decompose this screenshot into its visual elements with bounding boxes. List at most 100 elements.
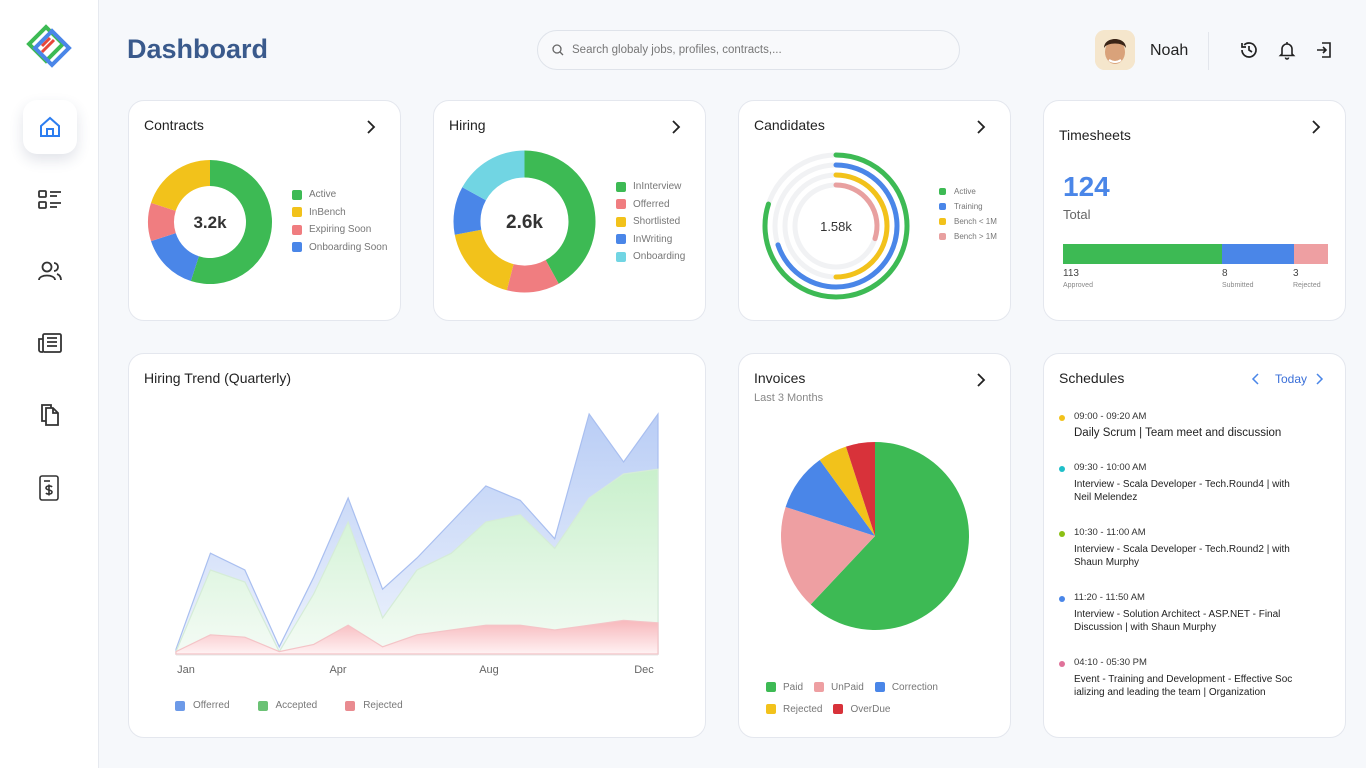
hiring-legend: InInterview Offerred Shortlisted InWriting O… xyxy=(616,178,685,266)
legend-swatch xyxy=(939,218,946,225)
slice-offerred[interactable] xyxy=(506,260,559,293)
slice-unpaid[interactable] xyxy=(781,506,875,605)
legend-swatch xyxy=(939,233,946,240)
hiring-trend-legend: Offerred Accepted Rejected xyxy=(175,700,431,711)
users-icon xyxy=(38,261,62,281)
legend-item-unpaid: UnPaid xyxy=(814,676,864,698)
legend-swatch xyxy=(257,700,268,711)
schedule-item[interactable]: 11:20 - 11:50 AM Interview - Solution Arc… xyxy=(1059,592,1294,634)
schedule-item[interactable]: 09:00 - 09:20 AM Daily Scrum | Team meet … xyxy=(1059,411,1294,440)
donut-center-value: 2.6k xyxy=(506,212,543,233)
legend-label: Shortlisted xyxy=(633,216,681,228)
nav-users[interactable] xyxy=(23,244,77,298)
list-icon xyxy=(38,190,61,209)
ring-active[interactable] xyxy=(762,152,910,300)
ring-bench-1m[interactable] xyxy=(833,172,890,280)
schedule-dot xyxy=(1059,415,1065,421)
slice-correction[interactable] xyxy=(785,459,875,536)
nav-news[interactable] xyxy=(23,316,77,370)
avatar[interactable] xyxy=(1095,30,1135,70)
chevron-right-icon[interactable] xyxy=(975,120,987,134)
today-button[interactable]: Today xyxy=(1275,372,1308,386)
slice-rejected[interactable] xyxy=(819,446,875,536)
candidates-radial-chart: 1.58k xyxy=(762,152,910,300)
legend-label: Onboarding xyxy=(633,251,686,263)
chevron-left-icon[interactable] xyxy=(1251,372,1261,386)
rejected-count: 3 xyxy=(1293,268,1299,279)
bell-icon[interactable] xyxy=(1277,40,1297,60)
slice-shortlisted[interactable] xyxy=(454,229,514,291)
card-title: Candidates xyxy=(754,117,825,133)
legend-item-training: Training xyxy=(939,199,997,214)
schedule-item[interactable]: 10:30 - 11:00 AM Interview - Scala Develo… xyxy=(1059,527,1294,569)
slice-onboarding-soon[interactable] xyxy=(151,233,199,281)
legend-swatch xyxy=(616,199,626,210)
ring-training[interactable] xyxy=(775,162,900,290)
schedule-description: Daily Scrum | Team meet and discussion xyxy=(1074,427,1282,439)
legend-item-ininterview: InInterview xyxy=(616,178,685,196)
nav-invoices[interactable] xyxy=(15,453,83,523)
legend-label: Correction xyxy=(891,681,938,693)
hiring-donut-chart: 2.6k xyxy=(453,150,596,293)
nav-documents[interactable] xyxy=(23,388,77,442)
slice-onboarding[interactable] xyxy=(462,150,525,201)
invoices-legend: Paid UnPaid Correction Rejected OverDue xyxy=(766,676,986,720)
schedule-description: Event - Training and Development - Effec… xyxy=(1074,674,1293,698)
bar-segment-rejected[interactable] xyxy=(1293,244,1328,264)
area-rejected[interactable] xyxy=(175,619,659,655)
chevron-right-icon[interactable] xyxy=(1310,120,1322,134)
search-icon xyxy=(552,44,564,56)
donut-center-value: 1.58k xyxy=(820,219,852,234)
legend-swatch xyxy=(292,189,302,200)
slice-ininterview[interactable] xyxy=(524,150,596,284)
chevron-right-icon[interactable] xyxy=(975,373,987,387)
search-bar[interactable] xyxy=(537,30,960,70)
sidebar xyxy=(0,0,99,768)
legend-swatch xyxy=(939,188,946,195)
slice-inbench[interactable] xyxy=(151,160,210,211)
slice-paid[interactable] xyxy=(810,442,969,630)
schedule-description: Interview - Scala Developer - Tech.Round… xyxy=(1074,479,1290,503)
chevron-right-icon[interactable] xyxy=(1314,372,1324,386)
home-icon xyxy=(40,116,60,137)
legend-item-active: Active xyxy=(292,186,387,204)
bar-segment-submitted[interactable] xyxy=(1222,244,1294,264)
header-divider xyxy=(1208,32,1209,70)
contracts-card: Contracts 3.2k Active InBench Expiring Soo… xyxy=(128,100,401,321)
nav-home[interactable] xyxy=(23,100,77,154)
logout-icon[interactable] xyxy=(1314,40,1334,60)
legend-item-expiring-soon: Expiring Soon xyxy=(292,221,387,239)
legend-item-onboarding: Onboarding xyxy=(616,248,685,266)
legend-swatch xyxy=(292,224,302,235)
slice-expiring-soon[interactable] xyxy=(148,202,176,242)
area-accepted[interactable] xyxy=(175,468,659,655)
legend-item-offerred: Offerred xyxy=(616,196,685,214)
schedule-time: 09:00 - 09:20 AM xyxy=(1074,411,1147,422)
nav-list[interactable] xyxy=(23,173,77,227)
legend-label: InBench xyxy=(309,206,346,218)
schedule-description: Interview - Solution Architect - ASP.NET… xyxy=(1074,609,1281,633)
slice-inwriting[interactable] xyxy=(453,187,486,235)
contracts-donut-chart: 3.2k xyxy=(148,160,272,284)
ring-bench-1m[interactable] xyxy=(833,182,880,242)
schedule-item[interactable]: 04:10 - 05:30 PM Event - Training and Dev… xyxy=(1059,657,1294,699)
bar-segment-approved[interactable] xyxy=(1063,244,1222,264)
search-input[interactable] xyxy=(572,44,932,56)
x-tick-label: Apr xyxy=(329,664,346,676)
legend-label: Active xyxy=(309,189,337,201)
page-title: Dashboard xyxy=(127,34,269,64)
slice-overdue[interactable] xyxy=(845,442,875,536)
slice-active[interactable] xyxy=(190,160,272,284)
card-title: Timesheets xyxy=(1059,127,1131,143)
approved-label: Approved xyxy=(1063,282,1093,289)
approved-count: 113 xyxy=(1063,268,1079,279)
chevron-right-icon[interactable] xyxy=(670,120,682,134)
candidates-legend: Active Training Bench < 1M Bench > 1M xyxy=(939,184,997,244)
legend-item-shortlisted: Shortlisted xyxy=(616,213,685,231)
schedule-item[interactable]: 09:30 - 10:00 AM Interview - Scala Develo… xyxy=(1059,462,1294,504)
app-logo[interactable] xyxy=(24,24,74,70)
history-icon[interactable] xyxy=(1239,40,1259,60)
timesheets-total-label: Total xyxy=(1063,207,1091,222)
chevron-right-icon[interactable] xyxy=(365,120,377,134)
legend-item-paid: Paid xyxy=(766,676,803,698)
